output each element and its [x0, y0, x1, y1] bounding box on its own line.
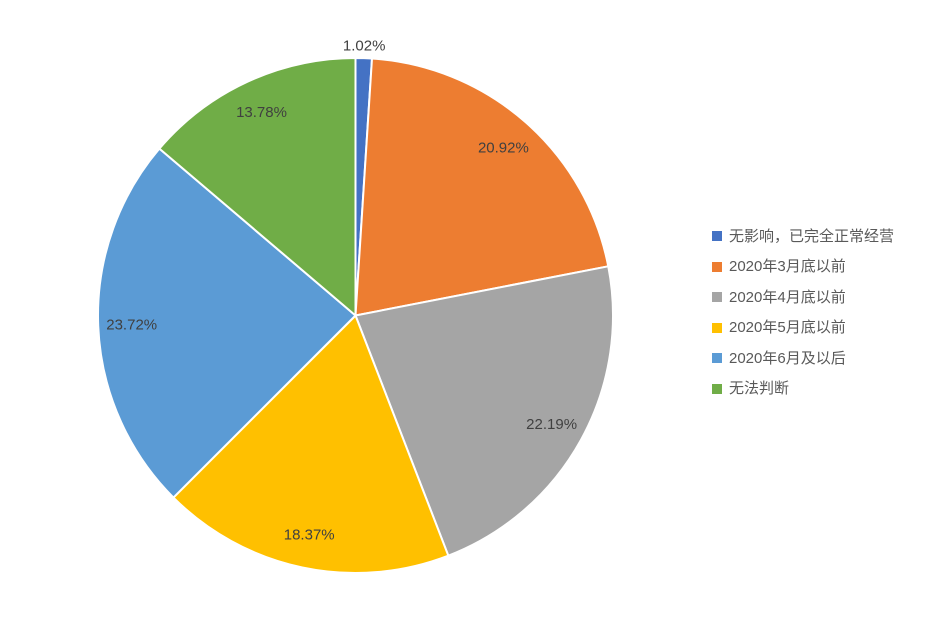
pie-data-label-3: 18.37% [284, 527, 335, 544]
pie-slice-5 [158, 57, 357, 317]
legend-item-2: 2020年4月底以前 [712, 282, 894, 313]
pie-data-label-4: 23.72% [106, 317, 157, 334]
legend-item-4: 2020年6月及以后 [712, 343, 894, 374]
legend-label: 无法判断 [729, 380, 790, 398]
legend-item-0: 无影响，已完全正常经营 [712, 221, 894, 252]
pie-data-label-0: 1.02% [343, 37, 386, 54]
legend-label: 2020年5月底以前 [729, 319, 846, 337]
pie-slice-1 [354, 57, 610, 317]
legend-swatch-icon [712, 322, 722, 333]
legend-label: 2020年4月底以前 [729, 288, 846, 306]
legend-swatch-icon [712, 292, 722, 303]
legend-label: 无影响，已完全正常经营 [729, 227, 895, 245]
legend-swatch-icon [712, 261, 722, 272]
legend-swatch-icon [712, 231, 722, 242]
pie-slice-3 [172, 314, 450, 574]
legend-label: 2020年6月及以后 [729, 349, 846, 367]
legend: 无影响，已完全正常经营 2020年3月底以前 2020年4月底以前 2020年5月底以… [712, 221, 894, 404]
pie-data-label-1: 20.92% [478, 139, 529, 156]
legend-item-3: 2020年5月底以前 [712, 313, 894, 344]
legend-label: 2020年3月底以前 [729, 258, 846, 276]
pie-slice-2 [354, 265, 614, 557]
legend-swatch-icon [712, 383, 722, 394]
pie-data-label-5: 13.78% [236, 104, 287, 121]
pie-data-label-2: 22.19% [526, 416, 577, 433]
pie-slice-4 [97, 147, 357, 499]
legend-item-5: 无法判断 [712, 374, 894, 405]
legend-swatch-icon [712, 353, 722, 364]
legend-item-1: 2020年3月底以前 [712, 252, 894, 283]
